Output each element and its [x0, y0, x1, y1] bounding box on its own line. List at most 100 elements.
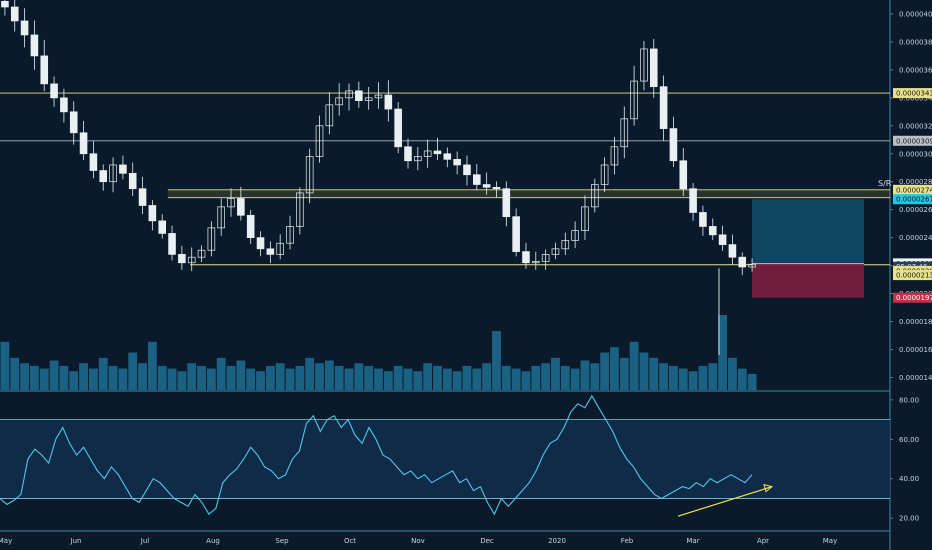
x-tick-label: Jun [70, 537, 82, 545]
volume-bar [0, 341, 10, 390]
volume-bar [98, 357, 108, 390]
candle-body [433, 150, 442, 155]
position-profit-zone[interactable] [752, 199, 864, 264]
candle-body [502, 188, 511, 218]
candle-body [394, 108, 402, 148]
volume-bar [88, 368, 98, 390]
candle-body [197, 249, 206, 258]
candle-body [276, 242, 284, 255]
volume-bar [649, 357, 659, 390]
price-badge-label: 0.00001970 [896, 294, 932, 302]
volume-bar [256, 371, 265, 390]
volume-bar [560, 365, 570, 390]
y-tick-label: 0.00002400 [899, 234, 932, 242]
sr-annotation-label: S/R [878, 179, 892, 188]
x-tick-label: Jul [140, 537, 150, 545]
candle-body [256, 237, 265, 250]
volume-bar [69, 371, 79, 390]
volume-bar [285, 368, 295, 390]
candle-body [473, 174, 481, 185]
candle-body [286, 226, 294, 244]
x-tick-label: Dec [480, 537, 494, 545]
y-tick-label: 0.00003000 [899, 150, 932, 158]
candle-body [581, 206, 589, 231]
volume-bar [39, 368, 49, 390]
volume-bar [698, 365, 708, 390]
candle-body [148, 205, 157, 222]
y-tick-label: 0.00001600 [899, 346, 932, 354]
candle-body [679, 160, 688, 190]
volume-bar [79, 363, 88, 390]
price-badge-label: 0.00003434 [896, 90, 932, 98]
volume-bar [59, 365, 69, 390]
candle-body [207, 227, 216, 251]
candle-body [453, 159, 461, 166]
candle-body [325, 104, 334, 127]
x-tick-label: May [0, 537, 12, 545]
volume-bar [678, 368, 688, 390]
osc-y-tick-label: 80.00 [899, 396, 919, 404]
candle-body [620, 118, 629, 148]
volume-bar [20, 363, 29, 390]
volume-bar [147, 341, 157, 390]
volume-bar [610, 347, 619, 390]
candle-body [423, 150, 432, 157]
candle-body [669, 128, 678, 162]
volume-bar [324, 360, 334, 390]
x-tick-label: Aug [206, 537, 220, 545]
y-tick-label: 0.00004000 [899, 10, 932, 18]
position-loss-zone[interactable] [752, 263, 864, 298]
volume-bar [492, 331, 501, 390]
x-tick-label: Oct [344, 537, 356, 545]
volume-bar [600, 352, 610, 390]
osc-y-tick-label: 60.00 [899, 436, 919, 444]
candle-body [10, 6, 19, 22]
price-badge-label: 0.00002132 [896, 272, 932, 280]
volume-bar [531, 365, 541, 390]
candle-body [109, 164, 117, 183]
volume-bar [226, 365, 236, 390]
candle-body [532, 261, 540, 264]
volume-bar [315, 363, 324, 390]
osc-y-tick-label: 40.00 [899, 475, 919, 483]
candle-body [119, 164, 127, 174]
candle-body [541, 254, 550, 262]
sr-zone[interactable] [167, 189, 891, 199]
price-badge [893, 184, 932, 195]
y-tick-label: 0.00003400 [899, 94, 932, 102]
x-tick-label: Apr [757, 537, 769, 545]
volume-bar [157, 365, 167, 390]
price-badge-label: 0.00003093 [896, 137, 932, 145]
candle-body [728, 244, 737, 258]
price-badge [893, 270, 932, 281]
volume-bar [462, 365, 472, 390]
candle-body [315, 125, 324, 157]
candle-body [40, 55, 49, 85]
candle-body [89, 153, 98, 171]
oscillator-band [0, 419, 890, 499]
x-tick-label: Mar [686, 537, 699, 545]
price-badge-label: 0.00002675 [896, 196, 932, 204]
trendline-arrow[interactable] [677, 486, 773, 517]
volume-bar [49, 360, 59, 390]
volume-bar [669, 365, 678, 390]
volume-bar [403, 368, 413, 390]
volume-bar [177, 371, 187, 390]
x-tick-label: May [823, 537, 837, 545]
volume-bar [364, 365, 374, 390]
volume-bar [718, 315, 728, 390]
candle-body [689, 188, 697, 213]
candle-body [138, 188, 147, 206]
candle-body [708, 226, 717, 236]
price-badge [893, 88, 932, 99]
volume-bar [393, 365, 403, 390]
volume-bar [482, 363, 492, 390]
candle-body [571, 230, 579, 241]
candle-body [79, 132, 88, 155]
volume-bar [708, 363, 718, 390]
candle-body [305, 156, 314, 194]
volume-bar [216, 357, 226, 390]
candle-body [600, 164, 609, 185]
